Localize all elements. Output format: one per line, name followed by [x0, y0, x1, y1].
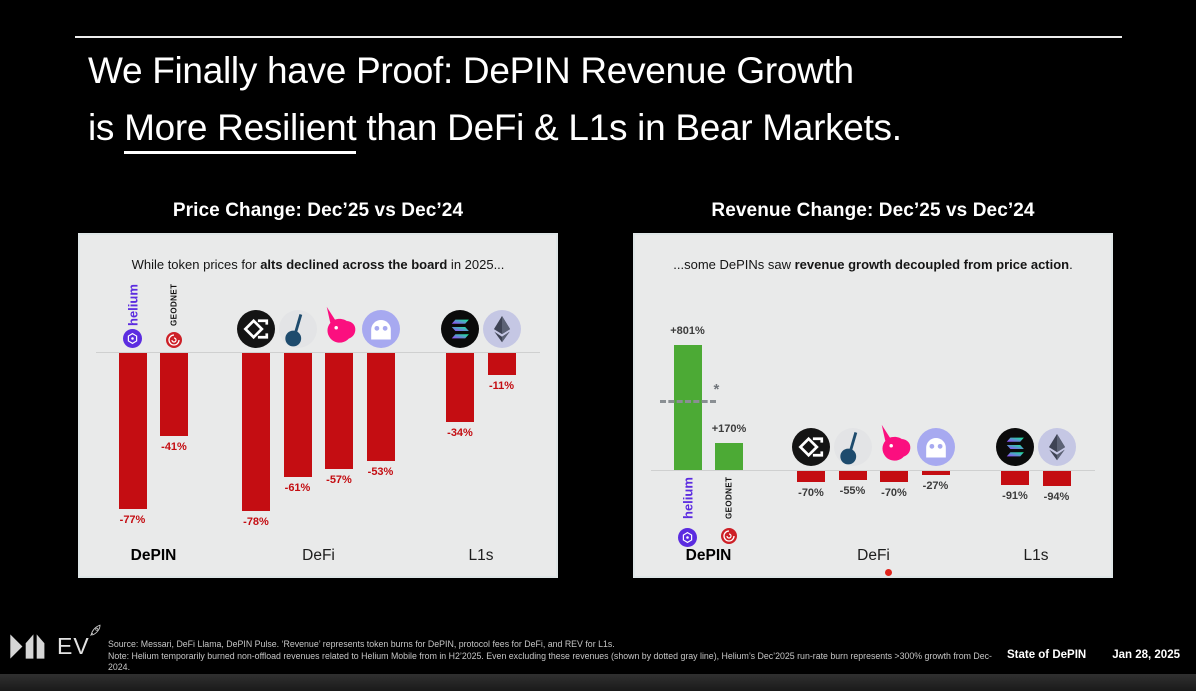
ethereum-icon: [482, 310, 521, 348]
bar-geodnet: [160, 353, 188, 436]
value-label-geodnet: +170%: [711, 423, 747, 435]
deck-date: Jan 28, 2025: [1112, 649, 1180, 661]
price-change-chart: Price Change: Dec’25 vs Dec’24 While tok…: [78, 200, 558, 578]
bar-pendle: [838, 471, 867, 480]
value-label-uniswap: -57%: [326, 474, 352, 486]
pendle-icon: [833, 428, 872, 466]
ethena-icon: [237, 310, 275, 348]
aave-icon: [916, 428, 955, 466]
value-label-geodnet: -41%: [161, 441, 187, 453]
value-label-ethena: -78%: [243, 516, 269, 528]
category-label-l1s: L1s: [1023, 547, 1049, 564]
rocket-icon: [88, 622, 104, 638]
bar-ethereum: [487, 353, 516, 375]
category-label-defi: DeFi: [857, 547, 890, 564]
source-line1: Source: Messari, DeFi Llama, DePIN Pulse…: [108, 639, 615, 649]
bar-solana: [1001, 471, 1029, 485]
vertical-label-helium: helium: [125, 284, 140, 326]
value-label-pendle: -55%: [839, 485, 866, 497]
price-chart-panel: While token prices for alts declined acr…: [78, 233, 558, 578]
geodnet-icon: [166, 332, 182, 348]
revenue-chart-title: Revenue Change: Dec’25 vs Dec’24: [711, 200, 1035, 221]
baseline-axis: [651, 470, 1095, 471]
vertical-label-helium: helium: [680, 477, 695, 519]
revenue-chart-panel: ...some DePINs saw revenue growth decoup…: [633, 233, 1113, 578]
revenue-chart-subtitle: ...some DePINs saw revenue growth decoup…: [673, 257, 1073, 272]
solana-icon: [441, 310, 479, 348]
helium-icon: [678, 528, 697, 547]
uniswap-icon: [873, 424, 915, 466]
footer-right: State of DePIN Jan 28, 2025: [1007, 649, 1180, 661]
underlined-phrase: More Resilient: [124, 107, 357, 154]
slide-title-line2: is More Resilient than DeFi & L1s in Bea…: [88, 99, 902, 156]
bar-ethena: [797, 471, 825, 482]
title-rule: [75, 36, 1122, 38]
value-label-ethereum: -11%: [488, 380, 515, 392]
aave-icon: [361, 310, 400, 348]
bar-ethereum: [1042, 471, 1071, 486]
source-line2: Note: Helium temporarily burned non-offl…: [108, 650, 992, 673]
vertical-label-geodnet: GEODNET: [169, 283, 179, 326]
solana-icon: [996, 428, 1034, 466]
value-label-ethereum: -94%: [1043, 491, 1070, 503]
value-label-solana: -34%: [447, 427, 473, 439]
bar-uniswap: [325, 353, 353, 469]
bar-aave: [366, 353, 395, 461]
vertical-label-geodnet: GEODNET: [724, 477, 734, 520]
value-label-aave: -27%: [922, 480, 949, 492]
price-chart-title: Price Change: Dec’25 vs Dec’24: [172, 200, 464, 221]
geodnet-icon: [721, 528, 737, 544]
pendle-icon: [278, 310, 317, 348]
bar-helium: [118, 353, 147, 509]
slide-title: We Finally have Proof: DePIN Revenue Gro…: [88, 42, 902, 156]
bar-aave: [921, 471, 950, 475]
bar-solana: [446, 353, 474, 422]
category-label-defi: DeFi: [302, 547, 335, 564]
value-label-uniswap: -70%: [881, 487, 907, 499]
deck-name: State of DePIN: [1006, 649, 1087, 661]
ev3-logo: EV: [10, 624, 101, 663]
bar-pendle: [283, 353, 312, 477]
slide-title-line1: We Finally have Proof: DePIN Revenue Gro…: [88, 50, 854, 91]
value-label-pendle: -61%: [284, 482, 311, 494]
bar-helium: [673, 345, 702, 470]
category-label-depin: DePIN: [130, 547, 177, 564]
ethereum-icon: [1037, 428, 1076, 466]
uniswap-icon: [318, 306, 360, 348]
category-label-depin: DePIN: [685, 547, 732, 564]
helium-icon: [123, 329, 142, 348]
bottom-frame-bar: [0, 674, 1196, 691]
bar-ethena: [242, 353, 270, 511]
helium-excl-mobile-dashed-line: [659, 400, 716, 403]
ethena-icon: [792, 428, 830, 466]
value-label-solana: -91%: [1002, 490, 1028, 502]
bar-uniswap: [880, 471, 908, 482]
price-chart-subtitle: While token prices for alts declined acr…: [131, 257, 505, 272]
value-label-helium: +801%: [670, 325, 705, 337]
value-label-helium: -77%: [119, 514, 146, 526]
ev3-brand-text: EV: [57, 624, 101, 660]
ev3-logo-mark: [10, 630, 48, 663]
value-label-aave: -53%: [367, 466, 394, 478]
value-label-ethena: -70%: [798, 487, 824, 499]
revenue-change-chart: Revenue Change: Dec’25 vs Dec’24 ...some…: [633, 200, 1113, 578]
category-label-l1s: L1s: [468, 547, 494, 564]
red-dot-marker: [885, 569, 892, 576]
dashed-line-asterisk: *: [713, 381, 720, 398]
bar-geodnet: [715, 443, 743, 470]
baseline-axis: [96, 352, 540, 353]
source-note: Source: Messari, DeFi Llama, DePIN Pulse…: [108, 639, 1008, 674]
